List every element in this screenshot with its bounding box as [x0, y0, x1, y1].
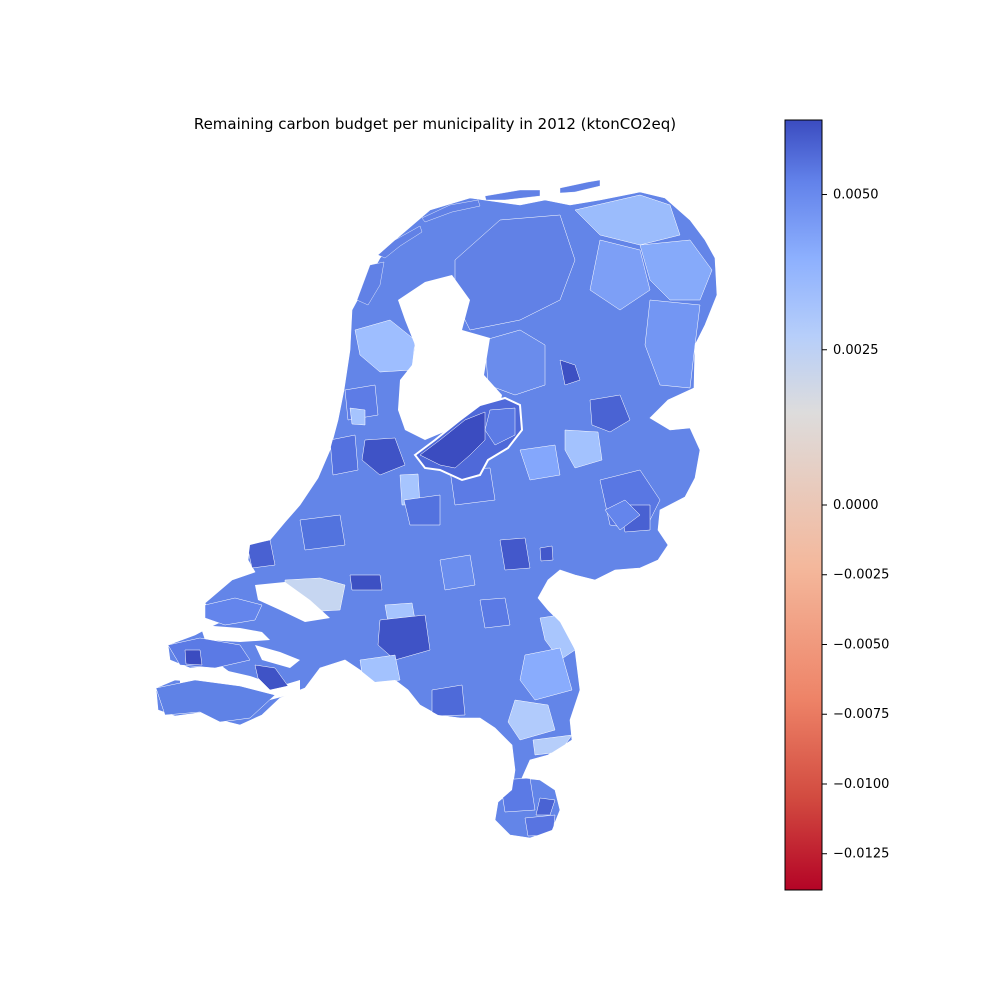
flevoland-polder — [413, 396, 524, 482]
map-title: Remaining carbon budget per municipality… — [193, 115, 677, 133]
colorbar-ticks: 0.0050 0.0025 0.0000 −0.0025 −0.0050 −0.0075 −… — [822, 188, 889, 862]
colorbar-tick-label: −0.0075 — [833, 707, 889, 722]
wadden-islands — [356, 179, 601, 306]
colorbar-tick-label: −0.0050 — [833, 637, 889, 652]
ijsselmeer-water — [398, 275, 502, 440]
zeeland-islands — [155, 597, 289, 723]
colorbar-tick-label: −0.0025 — [833, 568, 889, 583]
colorbar-tick-label: 0.0050 — [833, 188, 879, 203]
colorbar-gradient — [784, 119, 823, 891]
municipality-patches — [246, 194, 713, 837]
colorbar-tick-label: 0.0000 — [833, 498, 879, 513]
colorbar-tick-label: −0.0100 — [833, 777, 889, 792]
colorbar-tick-label: −0.0125 — [833, 847, 889, 862]
zeeland-estuaries — [180, 582, 330, 700]
colorbar-tick-label: 0.0025 — [833, 343, 879, 358]
